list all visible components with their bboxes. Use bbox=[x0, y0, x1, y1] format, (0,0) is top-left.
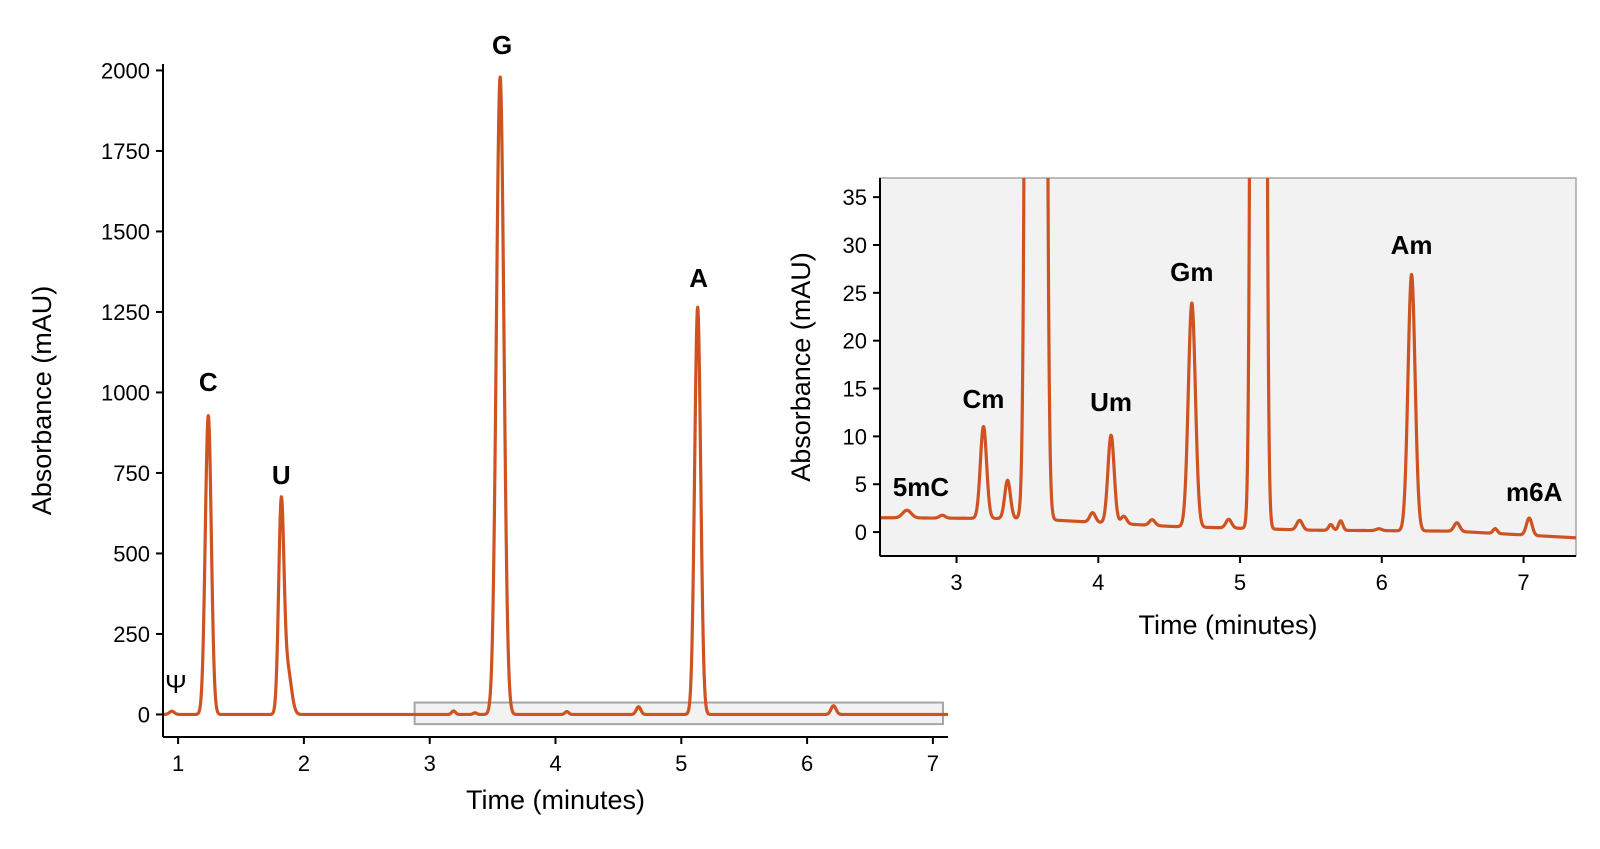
main-chromatogram-trace bbox=[163, 75, 948, 717]
inset-peak-label: Am bbox=[1391, 230, 1433, 260]
main-y-axis-label: Absorbance (mAU) bbox=[27, 286, 57, 516]
inset-chromatogram-trace bbox=[880, 178, 1576, 540]
main-y-tick-label: 1250 bbox=[101, 300, 150, 325]
inset-x-tick-label: 4 bbox=[1092, 570, 1104, 595]
main-x-tick-label: 5 bbox=[675, 751, 687, 776]
main-x-tick-label: 3 bbox=[424, 751, 436, 776]
main-x-tick-label: 4 bbox=[549, 751, 561, 776]
inset-y-tick-label: 35 bbox=[843, 185, 867, 210]
main-peak-label: Ψ bbox=[165, 669, 187, 699]
main-y-tick-label: 0 bbox=[138, 702, 150, 727]
main-y-tick-label: 2000 bbox=[101, 58, 150, 83]
inset-y-tick-label: 25 bbox=[843, 281, 867, 306]
inset-peak-label: m6A bbox=[1506, 477, 1563, 507]
inset-peak-label: Gm bbox=[1170, 257, 1213, 287]
main-x-tick-label: 7 bbox=[927, 751, 939, 776]
inset-y-tick-label: 20 bbox=[843, 329, 867, 354]
main-peak-label: C bbox=[199, 367, 218, 397]
inset-plot-background bbox=[879, 177, 1577, 557]
inset-y-tick-label: 15 bbox=[843, 377, 867, 402]
main-y-tick-label: 500 bbox=[113, 541, 150, 566]
inset-x-tick-label: 3 bbox=[950, 570, 962, 595]
inset-y-tick-label: 30 bbox=[843, 233, 867, 258]
main-peak-label: A bbox=[689, 263, 708, 293]
main-peak-label: G bbox=[492, 30, 512, 60]
main-x-tick-label: 6 bbox=[801, 751, 813, 776]
main-y-tick-label: 750 bbox=[113, 461, 150, 486]
inset-peak-label: 5mC bbox=[893, 472, 950, 502]
main-x-tick-label: 1 bbox=[172, 751, 184, 776]
inset-peak-label: Cm bbox=[963, 384, 1005, 414]
inset-y-tick-label: 0 bbox=[855, 520, 867, 545]
main-y-tick-label: 1750 bbox=[101, 139, 150, 164]
inset-y-axis-label: Absorbance (mAU) bbox=[786, 252, 816, 482]
main-y-tick-label: 1500 bbox=[101, 219, 150, 244]
inset-peak-label: Um bbox=[1090, 387, 1132, 417]
inset-x-tick-label: 7 bbox=[1517, 570, 1529, 595]
inset-y-tick-label: 10 bbox=[843, 424, 867, 449]
inset-x-axis-label: Time (minutes) bbox=[1138, 610, 1317, 640]
main-x-tick-label: 2 bbox=[298, 751, 310, 776]
inset-x-tick-label: 6 bbox=[1376, 570, 1388, 595]
inset-x-tick-label: 5 bbox=[1234, 570, 1246, 595]
inset-zoom-panel: 0 5 10 15 20 25 30 35 3 4 5 6 7 Time (minutes) Absorba… bbox=[786, 177, 1577, 640]
inset-y-tick-label: 5 bbox=[855, 472, 867, 497]
main-y-tick-label: 250 bbox=[113, 622, 150, 647]
main-x-axis-label: Time (minutes) bbox=[466, 785, 645, 815]
main-peak-label: U bbox=[272, 460, 291, 490]
main-y-tick-label: 1000 bbox=[101, 380, 150, 405]
